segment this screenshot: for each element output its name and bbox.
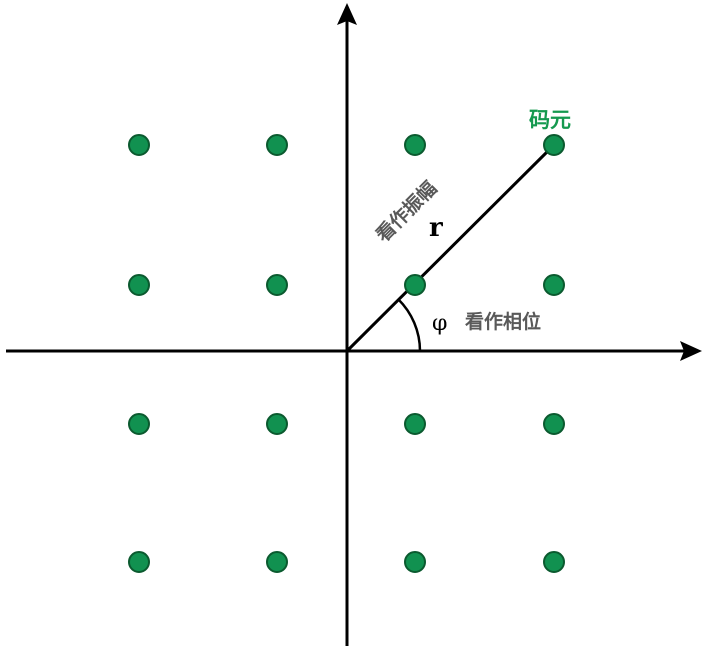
- constellation-point: [543, 274, 565, 296]
- constellation-point: [266, 134, 288, 156]
- x-axis-arrow: [680, 341, 702, 361]
- constellation-point: [404, 413, 426, 435]
- constellation-point: [404, 551, 426, 573]
- radius-symbol: r: [429, 213, 443, 243]
- phase-label: 看作相位: [464, 310, 541, 333]
- constellation-point: [543, 551, 565, 573]
- constellation-point: [266, 274, 288, 296]
- constellation-point: [404, 274, 426, 296]
- symbol-label: 码元: [529, 108, 571, 132]
- constellation-point: [266, 413, 288, 435]
- y-axis-arrow: [337, 3, 357, 25]
- phase-symbol: φ: [432, 311, 447, 336]
- constellation-points: [128, 134, 565, 573]
- constellation-point: [128, 134, 150, 156]
- constellation-point: [128, 413, 150, 435]
- phase-angle-arc: [397, 298, 422, 352]
- constellation-point: [128, 274, 150, 296]
- constellation-point: [128, 551, 150, 573]
- constellation-point: [543, 413, 565, 435]
- constellation-point: [404, 134, 426, 156]
- constellation-point: [266, 551, 288, 573]
- constellation-point: [543, 134, 565, 156]
- radius-vector: [345, 143, 556, 353]
